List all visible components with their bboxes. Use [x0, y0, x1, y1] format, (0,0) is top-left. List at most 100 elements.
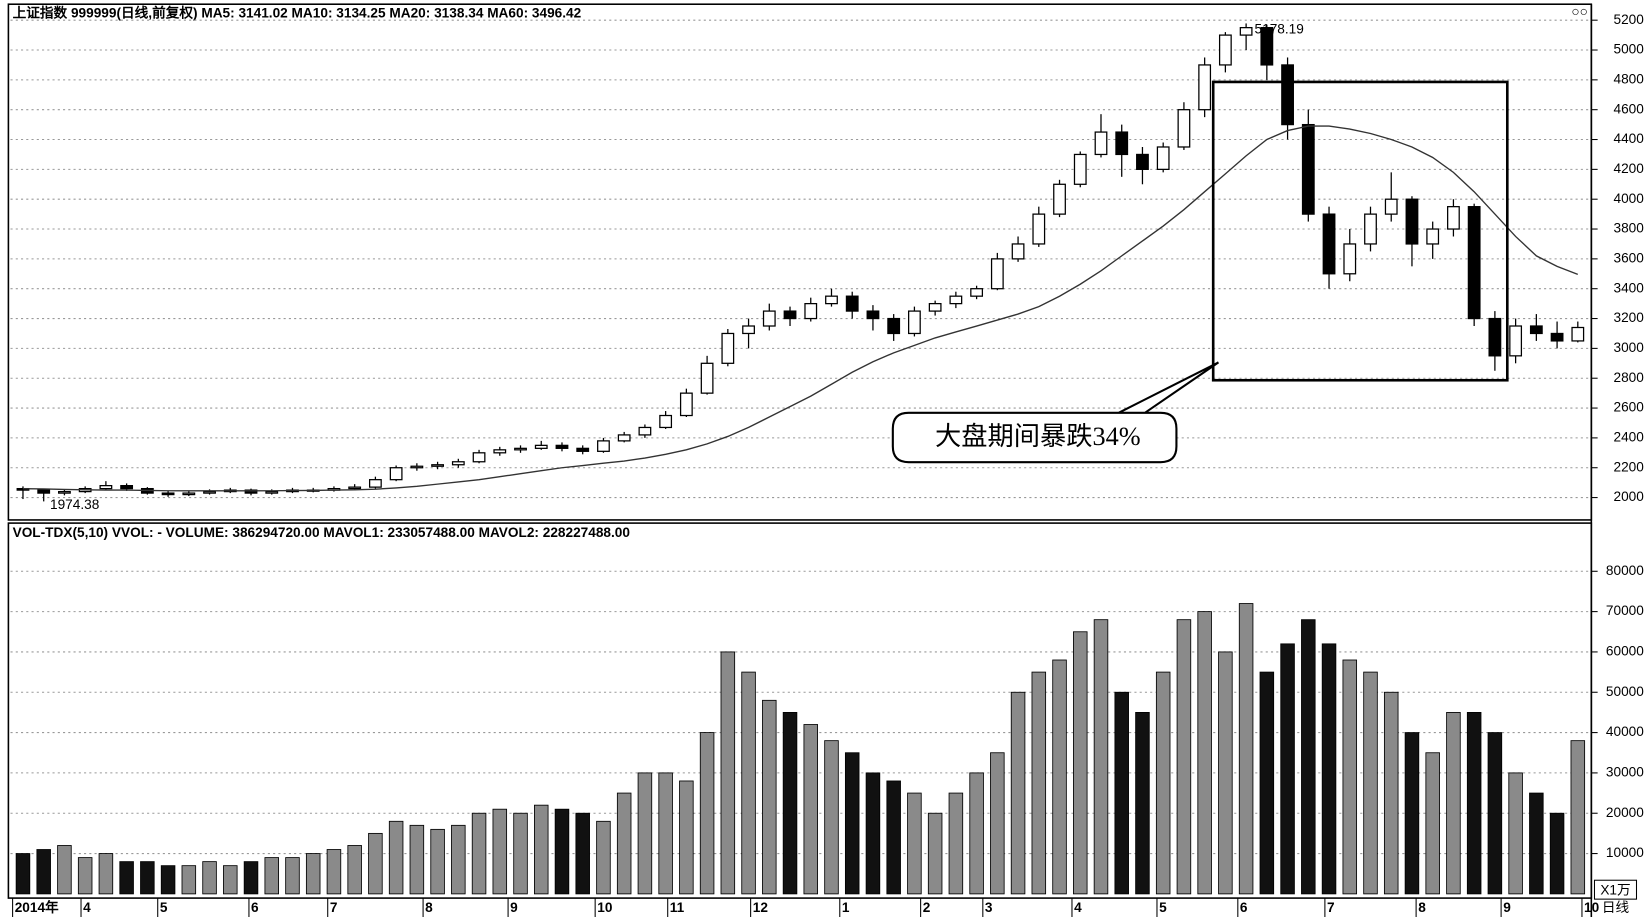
candle-body	[1281, 64, 1294, 126]
volume-bar	[451, 824, 466, 895]
y-tick-label: 10000	[1606, 845, 1644, 860]
y-tick-label: 30000	[1606, 765, 1644, 780]
candle-body	[368, 479, 382, 488]
volume-bar	[1238, 603, 1254, 895]
x-tick-label: 9	[510, 900, 518, 915]
x-tick-label: 5	[1159, 900, 1167, 915]
volume-bar	[513, 812, 528, 895]
candle-body	[431, 464, 445, 467]
x-tick-label: 9	[1503, 900, 1511, 915]
candle-body	[845, 295, 859, 312]
y-tick-label: 3800	[1613, 221, 1644, 236]
candle-body	[1426, 228, 1440, 245]
y-tick-label: 3400	[1613, 280, 1644, 295]
volume-bar	[285, 857, 300, 895]
volume-bar	[264, 857, 279, 895]
candle-body	[804, 302, 818, 320]
volume-bar	[844, 752, 860, 895]
candle-body	[1218, 34, 1232, 66]
y-tick-label: 20000	[1606, 805, 1644, 820]
candle-body	[1467, 206, 1481, 320]
y-tick-label: 4200	[1613, 161, 1644, 176]
candle-body	[990, 258, 1004, 290]
candle-body	[410, 465, 424, 469]
volume-bar	[1425, 752, 1440, 895]
volume-bar	[98, 853, 114, 895]
candle-body	[1073, 153, 1087, 185]
candle-body	[555, 444, 569, 449]
volume-bar	[1176, 619, 1192, 895]
candle-body	[659, 414, 673, 429]
volume-bar	[1197, 611, 1212, 895]
candle-body	[1488, 317, 1502, 357]
volume-bar	[1155, 671, 1171, 895]
candle-body	[1364, 213, 1377, 245]
volume-bar	[57, 845, 72, 895]
volume-bar	[1135, 712, 1150, 895]
volume-bar	[575, 812, 590, 895]
volume-bar	[36, 849, 51, 895]
volume-bar	[492, 808, 508, 895]
candle-body	[1301, 123, 1315, 215]
y-tick-label: 4400	[1613, 131, 1644, 146]
x-tick-label: 5	[160, 900, 168, 915]
volume-bar	[347, 845, 362, 895]
x-tick-label: 8	[425, 900, 433, 915]
candle-body	[597, 440, 610, 452]
y-tick-label: 5000	[1613, 42, 1644, 57]
volume-bar	[637, 772, 653, 895]
callout	[891, 361, 1220, 464]
volume-bar	[1031, 671, 1047, 895]
y-tick-label: 3600	[1613, 250, 1644, 265]
volume-bar	[77, 857, 93, 895]
candle-body	[949, 295, 963, 305]
volume-bar	[782, 712, 798, 895]
volume-bar	[1508, 772, 1523, 895]
volume-bar	[699, 732, 715, 895]
volume-bar	[223, 865, 238, 895]
volume-bar	[409, 824, 425, 895]
volume-bar	[1280, 643, 1295, 895]
x-tick-label: 6	[251, 900, 259, 915]
candle-body	[514, 447, 527, 451]
low-label: 1974.38	[50, 497, 99, 512]
volume-bar	[471, 812, 487, 895]
x-tick-label: 2	[923, 900, 931, 915]
volume-bar	[1383, 691, 1399, 895]
volume-bar	[1093, 619, 1109, 895]
candle-body	[1343, 243, 1357, 275]
x-tick-label: 10	[597, 900, 613, 915]
candle-body	[348, 486, 362, 490]
panel-icons: ○○	[1571, 4, 1587, 19]
volume-bar	[762, 699, 777, 895]
volume-bar	[803, 724, 819, 895]
volume-bar	[679, 780, 694, 895]
y-tick-label: 2400	[1613, 430, 1644, 445]
volume-bar	[160, 865, 176, 895]
volume-bar	[1466, 712, 1482, 895]
x-tick-label: 7	[330, 900, 338, 915]
y-tick-label: 50000	[1606, 684, 1644, 699]
y-tick-label: 2600	[1613, 400, 1644, 415]
x-tick-label: 7	[1327, 900, 1335, 915]
x-tick-label: 11	[670, 900, 685, 915]
candle-body	[1509, 325, 1523, 357]
volume-bar	[430, 828, 445, 895]
volume-bar	[990, 752, 1005, 895]
volume-bar	[1301, 619, 1316, 895]
y-tick-label: 4800	[1613, 71, 1644, 86]
candle-body	[451, 461, 465, 466]
candle-body	[203, 490, 216, 494]
candle-body	[721, 332, 735, 364]
candle-body	[389, 467, 403, 481]
volume-bar	[1259, 671, 1275, 895]
candle-body	[1198, 64, 1212, 111]
volume-bar	[534, 804, 549, 895]
candle-body	[493, 449, 507, 454]
candle-body	[58, 490, 71, 494]
candle-body	[182, 492, 196, 496]
y-tick-label: 2800	[1613, 370, 1644, 385]
volume-bar	[243, 861, 259, 895]
volume-bar	[1114, 691, 1129, 895]
